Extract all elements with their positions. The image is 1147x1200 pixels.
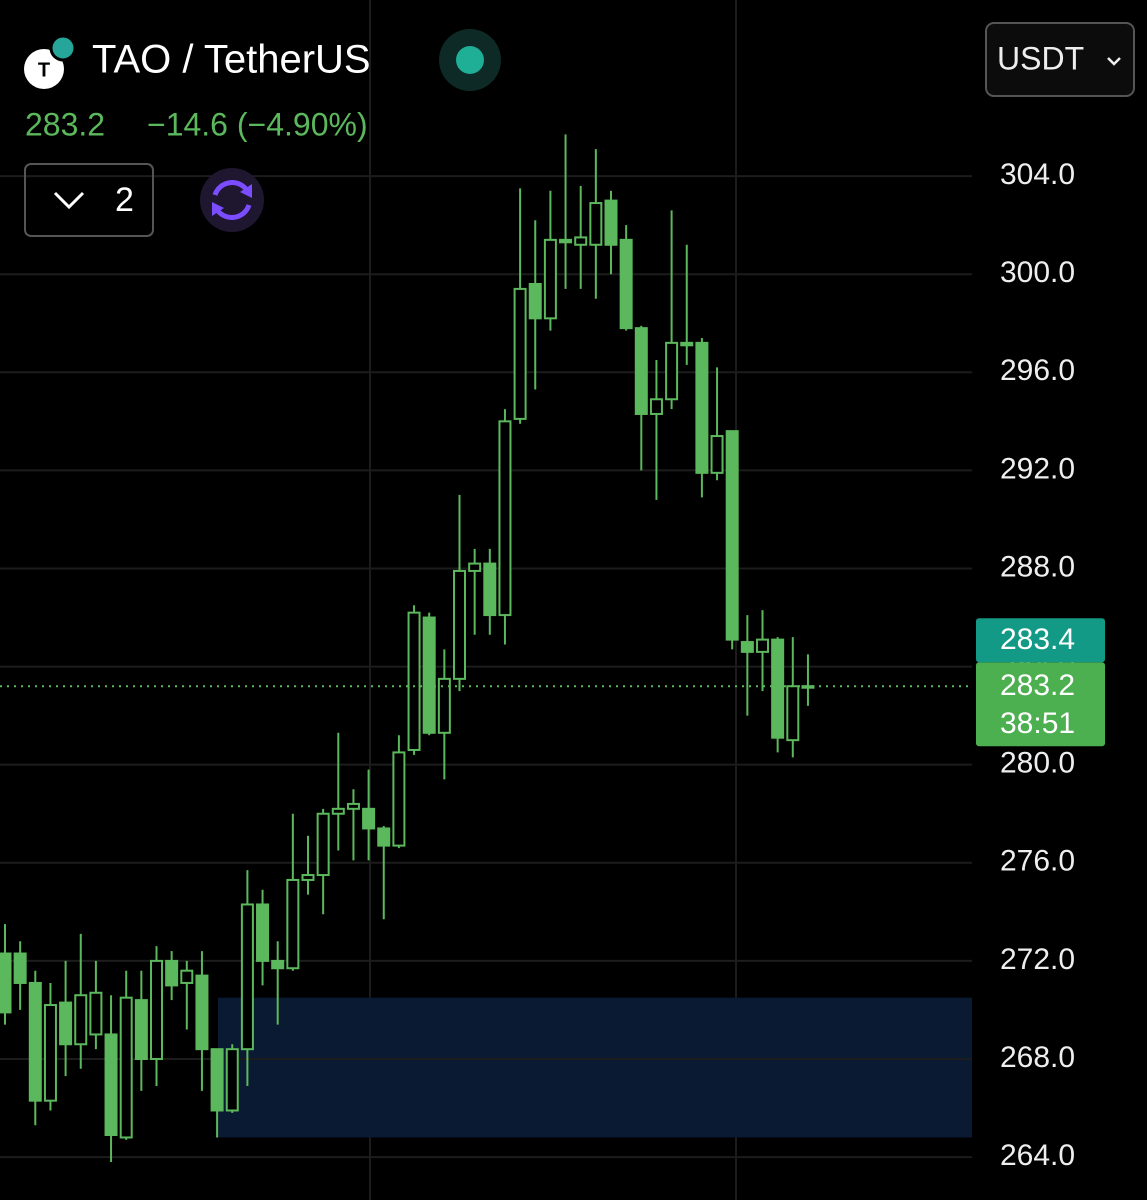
chevron-icon <box>53 191 85 210</box>
candle-body <box>801 685 815 689</box>
demand-zone <box>218 997 972 1138</box>
candle-body <box>528 282 542 320</box>
candle-body <box>695 341 709 474</box>
candle-body <box>165 959 179 987</box>
candle-body <box>331 807 345 815</box>
refresh-arrow <box>240 184 252 198</box>
candle-body <box>150 959 163 1060</box>
candle-body <box>665 341 679 401</box>
candle-body <box>119 996 133 1139</box>
y-tick-label: 268.0 <box>1000 1041 1075 1074</box>
candle-body <box>286 878 300 970</box>
y-tick-label: 288.0 <box>1000 550 1075 583</box>
symbol-title: TAO / TetherUS <box>92 38 371 82</box>
coin-icon <box>24 49 64 89</box>
y-tick-label: 272.0 <box>1000 943 1075 976</box>
candle-body <box>710 435 724 474</box>
last-price: 283.2 <box>25 106 105 142</box>
candle-body <box>0 952 12 1014</box>
candle-body <box>301 874 315 881</box>
y-tick-label: 276.0 <box>1000 845 1075 878</box>
refresh-arrow <box>212 202 224 216</box>
currency-label: USDT <box>997 40 1084 76</box>
indicator-toggle[interactable] <box>24 163 154 237</box>
candle-body <box>43 1004 57 1102</box>
currency-select[interactable] <box>985 22 1135 97</box>
candle-body <box>756 638 769 653</box>
candle-body <box>740 641 754 653</box>
candle-body <box>74 994 88 1046</box>
coin-icon-letter: T <box>38 59 50 81</box>
candle-body <box>377 827 391 847</box>
h-grid <box>0 175 972 1159</box>
candle-body <box>453 569 466 680</box>
candle-body <box>574 236 588 246</box>
candle-body <box>771 638 785 739</box>
candle-body <box>634 327 648 415</box>
y-tick-label: 296.0 <box>1000 354 1075 387</box>
candle-body <box>28 981 42 1102</box>
candle-body <box>483 562 497 617</box>
price-tag-label: 283.2 <box>1000 669 1075 702</box>
quote-icon <box>49 34 77 62</box>
refresh-arc <box>213 204 252 220</box>
header: T TAO / TetherUS 283.2 −14.6 (−4.90%) 2 … <box>24 22 1135 237</box>
candle-body <box>59 1001 73 1046</box>
candle-body <box>786 685 800 742</box>
price-tag-label: 283.4 <box>1000 623 1075 656</box>
y-tick-label: 280.0 <box>1000 747 1075 780</box>
candle-body <box>195 974 209 1051</box>
candle-body <box>240 903 254 1051</box>
candle-body <box>589 202 603 246</box>
candle-body <box>104 1033 118 1137</box>
candle-body <box>256 903 270 962</box>
y-tick-label: 300.0 <box>1000 256 1075 289</box>
countdown-label: 38:51 <box>1000 707 1075 740</box>
candle-body <box>498 420 512 617</box>
candle-body <box>407 611 421 751</box>
candle-body <box>468 562 482 572</box>
refresh-button[interactable] <box>200 168 264 232</box>
candle-body <box>362 807 376 830</box>
candle-body <box>346 802 360 810</box>
candle-body <box>559 238 573 244</box>
zone-layer <box>218 997 972 1138</box>
y-tick-label: 292.0 <box>1000 452 1075 485</box>
price-tag <box>976 662 1105 747</box>
price-tag <box>976 618 1105 663</box>
candle-body <box>89 991 103 1036</box>
candle-body <box>13 952 27 984</box>
candle-body <box>725 430 739 641</box>
select-caret <box>1107 57 1121 66</box>
candle-body <box>680 341 694 347</box>
y-tick-label: 264.0 <box>1000 1139 1075 1172</box>
price-change: −14.6 (−4.90%) <box>147 106 368 142</box>
candle-body <box>134 999 148 1060</box>
y-axis: 264.0268.0272.0276.0280.0284.0288.0292.0… <box>0 158 1105 1172</box>
candle-body <box>225 1048 239 1112</box>
candle-body <box>210 1048 224 1112</box>
candle-body <box>619 238 633 330</box>
candle-body <box>543 238 557 320</box>
candle-body <box>649 398 663 415</box>
candle-body <box>316 812 330 877</box>
candle-body <box>180 969 194 984</box>
candle-body <box>513 287 527 420</box>
candles <box>0 134 815 1162</box>
candle-body <box>437 677 451 734</box>
status-dot <box>456 46 484 74</box>
candle-body <box>392 751 406 847</box>
candle-body <box>604 199 618 246</box>
indicator-count: 2 <box>115 181 134 219</box>
candle-body <box>271 959 285 970</box>
refresh-arc <box>212 180 251 196</box>
y-tick-label: 304.0 <box>1000 158 1075 191</box>
candle-body <box>422 616 436 734</box>
